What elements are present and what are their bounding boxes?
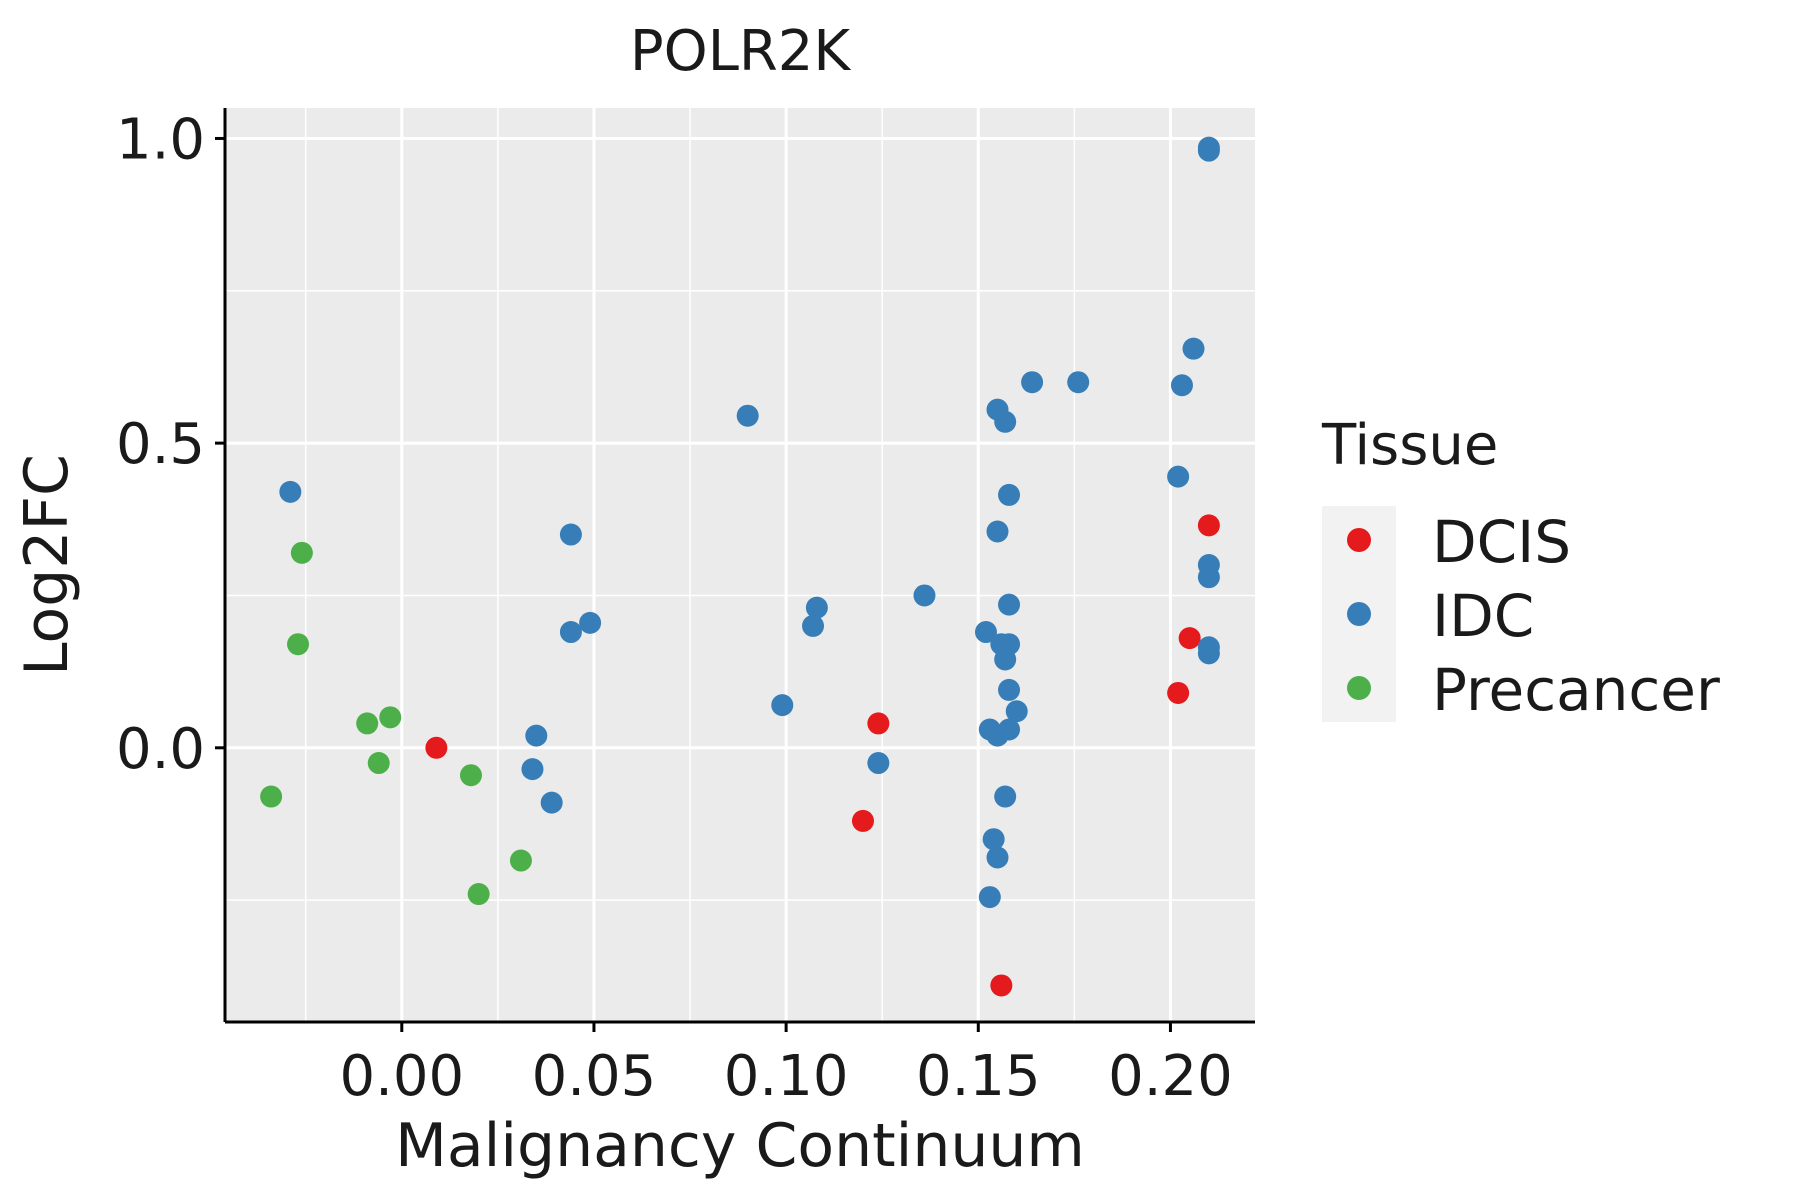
point-idc: [805, 596, 828, 619]
point-idc: [540, 791, 563, 814]
point-idc: [579, 611, 602, 634]
point-precancer: [356, 712, 379, 735]
point-idc: [1067, 371, 1090, 394]
point-idc: [1021, 371, 1044, 394]
legend: Tissue DCIS IDC Precancer: [1321, 413, 1720, 724]
point-idc: [998, 718, 1021, 741]
point-precancer: [459, 764, 482, 787]
point-precancer: [260, 785, 283, 808]
point-idc: [1170, 374, 1193, 397]
chart-title: POLR2K: [630, 19, 852, 84]
point-idc: [867, 752, 890, 775]
legend-title: Tissue: [1321, 413, 1498, 478]
point-precancer: [467, 883, 490, 906]
point-idc: [998, 633, 1021, 656]
point-idc: [771, 694, 794, 717]
point-dcis: [990, 974, 1013, 997]
point-idc: [982, 828, 1005, 851]
grid-minor: [225, 108, 1255, 1022]
y-tick-label: 0.5: [116, 412, 205, 477]
plot-panel: [225, 108, 1255, 1022]
x-tick-label: 0.05: [532, 1044, 657, 1109]
point-dcis: [425, 736, 448, 759]
point-idc: [978, 886, 1001, 909]
legend-key-precancer: [1347, 676, 1371, 700]
legend-label-dcis: DCIS: [1432, 508, 1571, 576]
point-idc: [1197, 642, 1220, 665]
point-idc: [994, 410, 1017, 433]
point-idc: [1182, 337, 1205, 360]
point-idc: [525, 724, 548, 747]
point-idc: [974, 621, 997, 644]
point-idc: [986, 520, 1009, 543]
legend-key-idc: [1347, 602, 1371, 626]
point-dcis: [1178, 627, 1201, 650]
point-idc: [994, 785, 1017, 808]
point-idc: [279, 480, 302, 503]
point-idc: [802, 614, 825, 637]
point-idc: [1005, 700, 1028, 723]
point-precancer: [367, 752, 390, 775]
point-idc: [1197, 136, 1220, 159]
point-dcis: [867, 712, 890, 735]
point-idc: [521, 758, 544, 781]
point-precancer: [287, 633, 310, 656]
point-dcis: [851, 809, 874, 832]
point-idc: [998, 483, 1021, 506]
point-idc: [559, 523, 582, 546]
point-idc: [986, 846, 1009, 869]
legend-key-dcis: [1347, 528, 1371, 552]
point-precancer: [290, 541, 313, 564]
axis-tick-labels: 0.00 0.05 0.10 0.15 0.20 0.0 0.5 1.0: [116, 107, 1233, 1109]
point-precancer: [379, 706, 402, 729]
point-idc: [998, 593, 1021, 616]
point-idc: [1197, 566, 1220, 589]
x-tick-label: 0.15: [916, 1044, 1041, 1109]
y-axis-title: Log2FC: [12, 454, 82, 676]
point-idc: [913, 584, 936, 607]
point-precancer: [509, 849, 532, 872]
grid-major: [225, 108, 1255, 1022]
x-tick-label: 0.10: [724, 1044, 849, 1109]
point-idc: [998, 678, 1021, 701]
legend-label-precancer: Precancer: [1432, 656, 1720, 724]
y-tick-label: 1.0: [116, 107, 205, 172]
points: [260, 136, 1220, 997]
x-tick-label: 0.00: [339, 1044, 464, 1109]
point-dcis: [1197, 514, 1220, 537]
point-idc: [736, 404, 759, 427]
legend-label-idc: IDC: [1432, 582, 1534, 650]
point-idc: [559, 621, 582, 644]
x-axis-title: Malignancy Continuum: [395, 1111, 1085, 1181]
axis-ticks: [215, 136, 1172, 1032]
point-idc: [1167, 465, 1190, 488]
x-tick-label: 0.20: [1108, 1044, 1233, 1109]
y-tick-label: 0.0: [116, 717, 205, 782]
point-dcis: [1167, 681, 1190, 704]
